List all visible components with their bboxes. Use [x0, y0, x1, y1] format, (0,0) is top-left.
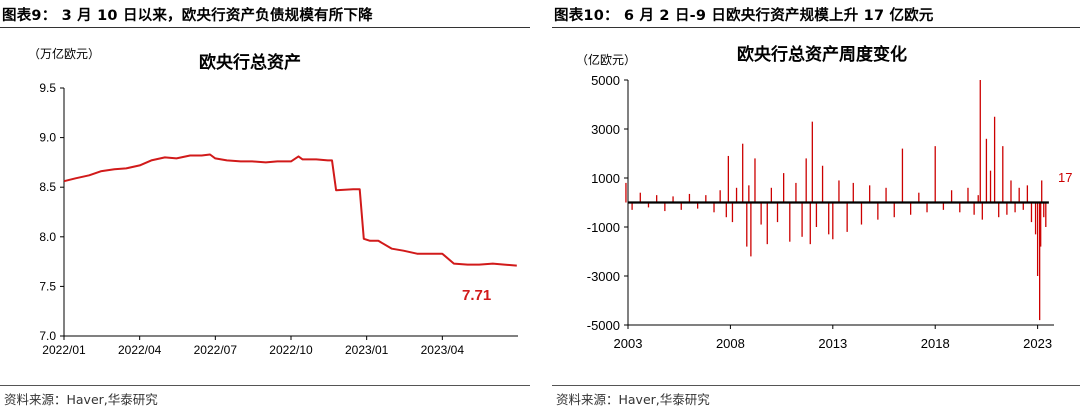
right-unit-label: （亿欧元） — [576, 52, 636, 67]
right-title-rule — [552, 27, 1080, 28]
right-source-note: 资料来源：Haver,华泰研究 — [556, 392, 710, 407]
left-figure-title: 图表9： 3 月 10 日以来，欧央行资产负债规模有所下降 — [2, 8, 373, 24]
left-x-tick-label: 2022/04 — [118, 343, 162, 357]
left-y-tick-label: 7.0 — [39, 329, 56, 343]
left-figure-panel: 图表9： 3 月 10 日以来，欧央行资产负债规模有所下降 （万亿欧元） 欧央行总… — [0, 0, 530, 409]
right-x-tick-label: 2023 — [1023, 336, 1052, 351]
left-unit-label: （万亿欧元） — [28, 46, 100, 61]
left-series-line — [63, 153, 517, 267]
left-footer-rule — [0, 385, 530, 386]
right-y-tick-label: 1000 — [591, 171, 620, 186]
right-last-value-label: 17 — [1058, 170, 1072, 185]
left-y-tick-label: 8.5 — [39, 180, 56, 194]
left-chart-title: 欧央行总资产 — [199, 52, 301, 73]
right-y-tick-label: -3000 — [587, 269, 620, 284]
left-x-tick-label: 2022/10 — [269, 343, 313, 357]
right-y-tick-label: -1000 — [587, 220, 620, 235]
left-last-value-label: 7.71 — [462, 287, 491, 304]
right-x-tick-label: 2018 — [921, 336, 950, 351]
right-y-tick-label: -5000 — [587, 318, 620, 333]
left-y-tick-label: 9.0 — [39, 131, 56, 145]
left-source-note: 资料来源：Haver,华泰研究 — [4, 392, 158, 407]
right-x-tick-label: 2013 — [818, 336, 847, 351]
right-y-tick-label: 5000 — [591, 73, 620, 88]
left-y-tick-label: 8.0 — [39, 230, 56, 244]
right-chart-title: 欧央行总资产周度变化 — [737, 44, 907, 65]
right-figure-title: 图表10： 6 月 2 日-9 日欧央行资产规模上升 17 亿欧元 — [554, 8, 934, 24]
right-footer-rule — [552, 385, 1080, 386]
right-x-tick-label: 2008 — [716, 336, 745, 351]
right-x-tick-label: 2003 — [614, 336, 643, 351]
left-x-tick-label: 2022/07 — [194, 343, 238, 357]
right-figure-panel: 图表10： 6 月 2 日-9 日欧央行资产规模上升 17 亿欧元 （亿欧元） 欧… — [552, 0, 1080, 409]
left-title-rule — [0, 27, 530, 28]
right-chart: （亿欧元） 欧央行总资产周度变化 5000 3000 1000 -1000 -3000 -50… — [576, 44, 1072, 351]
left-x-tick-label: 2023/01 — [345, 343, 389, 357]
right-y-tick-label: 3000 — [591, 122, 620, 137]
left-x-tick-label: 2023/04 — [421, 343, 465, 357]
left-x-tick-label: 2022/01 — [42, 343, 86, 357]
left-y-tick-label: 9.5 — [39, 81, 56, 95]
left-y-tick-label: 7.5 — [39, 279, 56, 293]
